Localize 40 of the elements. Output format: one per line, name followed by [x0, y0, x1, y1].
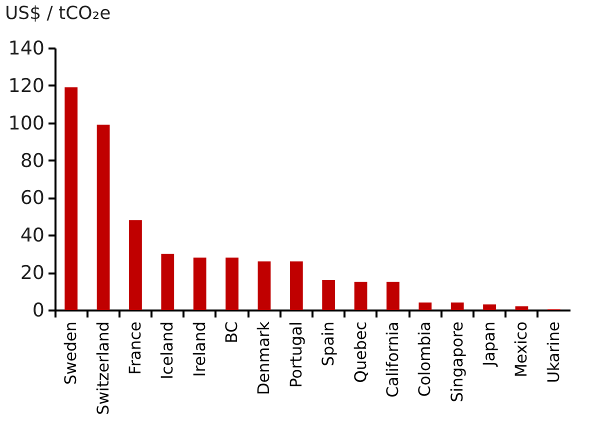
x-tick-label: Portugal	[286, 322, 306, 388]
x-tick-label: Mexico	[512, 322, 531, 378]
x-tick-label: Colombia	[415, 322, 434, 397]
x-tick-label: Iceland	[158, 322, 177, 380]
y-tick-label: 80	[20, 150, 44, 172]
x-tick-label: Switzerland	[93, 322, 112, 415]
x-tick-label: Spain	[318, 322, 338, 366]
bar	[258, 261, 271, 310]
x-tick-label: California	[382, 322, 402, 398]
bar	[322, 280, 336, 310]
bar	[129, 220, 142, 310]
y-tick-label: 60	[20, 187, 44, 210]
x-tick-label: Ukarine	[544, 322, 563, 384]
y-tick-label: 140	[8, 38, 44, 60]
bar	[483, 304, 496, 310]
x-tick-label: BC	[222, 322, 242, 344]
bar	[64, 87, 78, 310]
x-tick-label: Singapore	[447, 322, 466, 402]
bar	[418, 302, 432, 310]
x-tick-label: France	[125, 322, 144, 375]
y-tick-label: 0	[32, 300, 44, 322]
x-tick-label: Japan	[480, 322, 499, 368]
bar	[354, 282, 368, 310]
bar	[161, 254, 174, 310]
y-tick-label: 100	[8, 112, 44, 134]
bar	[386, 282, 400, 310]
chart-title: US$ / tCO₂e	[5, 3, 111, 24]
y-tick-label: 20	[20, 262, 44, 284]
x-tick-label: Denmark	[254, 320, 274, 396]
y-tick-label: 120	[8, 74, 44, 97]
bar	[515, 306, 528, 310]
x-tick-label: Sweden	[61, 322, 80, 385]
x-tick-label: Ireland	[190, 322, 209, 377]
bar	[226, 258, 238, 310]
bar	[290, 261, 303, 310]
x-tick-label: Quebec	[350, 322, 370, 383]
y-tick-label: 40	[20, 224, 44, 247]
bar	[193, 258, 206, 310]
bar	[450, 302, 464, 310]
bar	[96, 124, 110, 310]
